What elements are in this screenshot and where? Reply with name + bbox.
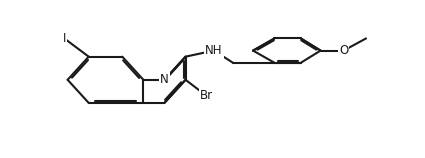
Text: Br: Br xyxy=(200,89,213,102)
Text: N: N xyxy=(160,73,169,86)
Text: NH: NH xyxy=(205,44,223,57)
Text: I: I xyxy=(62,32,66,45)
Text: O: O xyxy=(339,44,348,57)
